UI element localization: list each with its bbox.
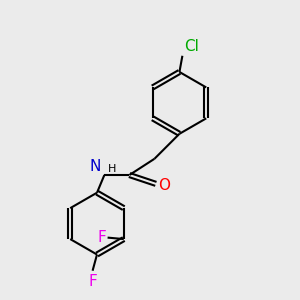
Text: O: O	[158, 178, 170, 193]
Text: F: F	[98, 230, 106, 245]
Text: F: F	[88, 274, 97, 289]
Text: N: N	[89, 159, 101, 174]
Text: Cl: Cl	[184, 39, 199, 54]
Text: H: H	[101, 164, 116, 174]
